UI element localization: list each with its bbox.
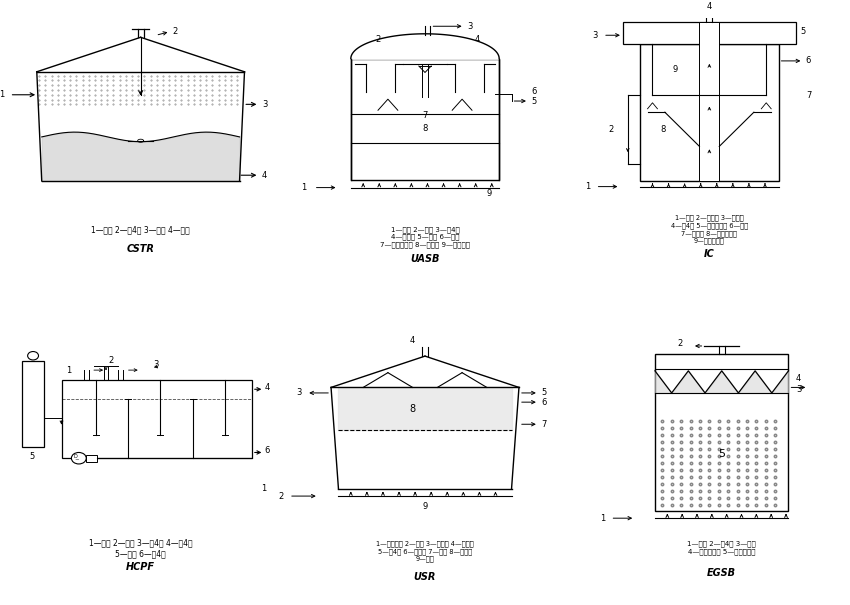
Bar [22, 361, 44, 446]
Text: 2: 2 [677, 339, 683, 348]
Bar [351, 59, 499, 180]
Text: 1: 1 [600, 514, 605, 523]
Bar [655, 355, 789, 511]
Text: 9: 9 [672, 65, 677, 74]
Text: 9: 9 [487, 189, 492, 198]
Circle shape [28, 352, 38, 360]
Text: 2: 2 [109, 356, 114, 365]
Text: 8: 8 [422, 124, 428, 133]
Text: 6: 6 [541, 397, 547, 407]
Text: 2: 2 [279, 492, 284, 500]
Text: 6: 6 [806, 56, 811, 65]
Text: 5: 5 [541, 388, 547, 397]
Text: 2: 2 [608, 125, 613, 134]
Text: D: D [74, 454, 77, 459]
Bar [61, 380, 252, 458]
Text: 7: 7 [422, 111, 428, 120]
Text: USR: USR [414, 572, 436, 581]
Text: 1: 1 [301, 183, 306, 192]
Text: 5: 5 [531, 97, 536, 105]
Text: 4: 4 [796, 374, 802, 383]
Text: 2: 2 [376, 35, 381, 44]
Text: 2: 2 [173, 27, 178, 36]
Text: 1—进料 2—气室 3—氧4气
4—出料槽 5—出料 6—水封
7—污泥悬浮层 8—污泥层 9—配水系统: 1—进料 2—气室 3—氧4气 4—出料槽 5—出料 6—水封 7—污泥悬浮层 … [380, 226, 470, 248]
Text: 4: 4 [262, 171, 267, 180]
Text: HCPF: HCPF [126, 561, 156, 572]
Text: 5: 5 [801, 27, 806, 36]
Text: 3: 3 [467, 22, 473, 31]
Bar [640, 44, 779, 181]
Text: 3: 3 [153, 360, 158, 369]
Text: 7: 7 [541, 420, 547, 429]
Text: EGSB: EGSB [707, 568, 736, 578]
Text: 5: 5 [30, 452, 35, 461]
Text: 1—进料 2—氧4气 3—出料
4—三相分离器 5—膜胀污泥床: 1—进料 2—氧4气 3—出料 4—三相分离器 5—膜胀污泥床 [688, 540, 756, 555]
Text: 8: 8 [410, 404, 416, 414]
Text: 1: 1 [262, 484, 267, 493]
Bar [623, 22, 796, 44]
Text: 6: 6 [531, 87, 536, 96]
Text: IC: IC [704, 249, 715, 259]
Text: 1—进料 2—氧4气 3—出料 4—排渣: 1—进料 2—氧4气 3—出料 4—排渣 [91, 225, 190, 234]
Text: 1: 1 [66, 365, 71, 374]
Bar [86, 455, 97, 462]
Text: 5: 5 [718, 449, 725, 459]
Text: 1—污水 2—茴汽 3—氧4气 4—氧4液
5—鲜粪 6—氧4渣: 1—污水 2—茴汽 3—氧4气 4—氧4液 5—鲜粪 6—氧4渣 [88, 538, 192, 558]
Text: 4: 4 [474, 35, 479, 44]
Text: ~: ~ [74, 457, 79, 463]
Circle shape [71, 453, 86, 464]
Text: 3: 3 [296, 388, 302, 397]
Text: 3: 3 [262, 100, 267, 109]
Text: UASB: UASB [411, 254, 439, 264]
Text: 1—进料 2—回流管 3—集气管
4—氧4气 5—气液分离器 6—出料
7—升流管 8—第一反应室
9—第二反应室: 1—进料 2—回流管 3—集气管 4—氧4气 5—气液分离器 6—出料 7—升流… [671, 215, 748, 244]
Text: 6: 6 [264, 446, 269, 455]
Text: 3: 3 [796, 385, 802, 394]
Text: 1—配水系统 2—进水 3—出水渠 4—集气室
5—氧4气 6—挡渣板 7—出料 8—固体床
9—排渣: 1—配水系统 2—进水 3—出水渠 4—集气室 5—氧4气 6—挡渣板 7—出料… [377, 540, 473, 562]
Text: 3: 3 [592, 31, 598, 40]
Text: 4: 4 [410, 336, 416, 345]
Text: 8: 8 [660, 125, 666, 134]
Text: 4: 4 [264, 383, 269, 392]
Text: 7: 7 [806, 91, 811, 100]
Text: 9: 9 [422, 502, 428, 511]
Text: 1: 1 [0, 90, 4, 99]
Text: 4: 4 [706, 2, 712, 11]
Bar [700, 22, 719, 181]
Text: 1: 1 [586, 182, 591, 191]
Text: CSTR: CSTR [127, 244, 155, 254]
